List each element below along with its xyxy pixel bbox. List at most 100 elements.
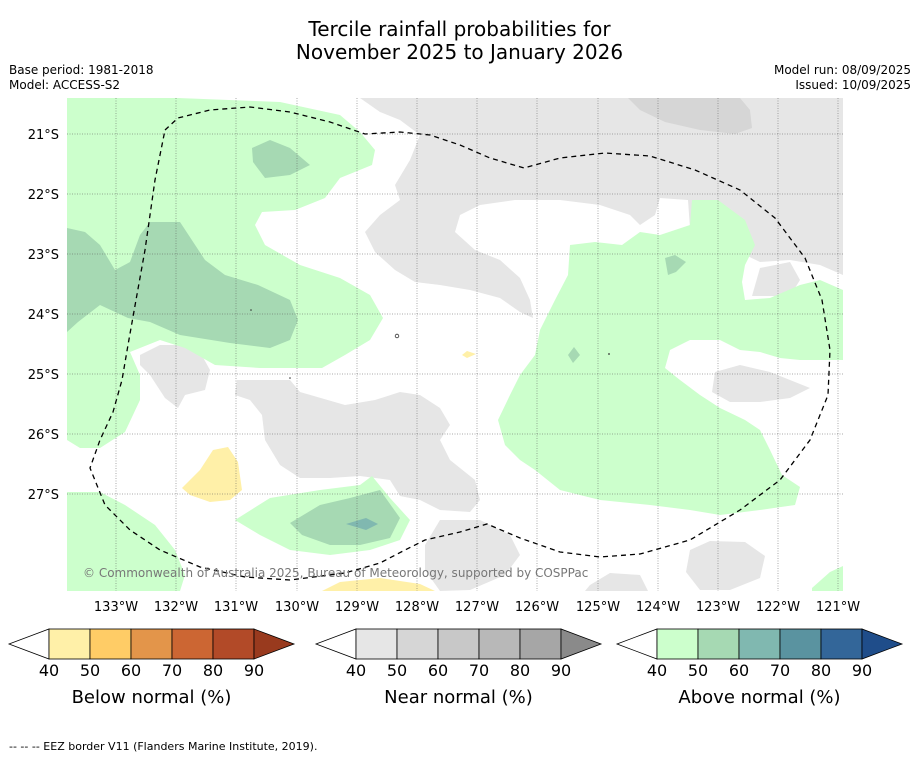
above-normal-region <box>568 347 580 363</box>
colorbar-segment <box>437 628 480 660</box>
latitude-labels: 21°S 22°S 23°S 24°S 25°S 26°S 27°S <box>28 128 59 503</box>
latitude-label: 25°S <box>28 368 59 383</box>
colorbar-tick-label: 70 <box>162 661 182 680</box>
colorbar-segment <box>478 628 521 660</box>
colorbar-tick-label: 80 <box>811 661 831 680</box>
contour-mark <box>289 377 291 379</box>
colorbars: 40 50 60 70 80 90 Below normal (%) 40 50 60 70 80 90… <box>7 628 904 708</box>
longitude-label: 124°W <box>636 600 680 615</box>
colorbar-segment <box>355 628 398 660</box>
colorbar: 40 50 60 70 80 90 Below normal (%) <box>7 628 296 708</box>
below-normal-region <box>182 447 242 502</box>
longitude-label: 130°W <box>275 600 319 615</box>
longitude-label: 129°W <box>335 600 379 615</box>
title-line-2: November 2025 to January 2026 <box>295 40 624 64</box>
colorbar-segment <box>171 628 214 660</box>
above-normal-region <box>252 140 310 178</box>
colorbar-label: Below normal (%) <box>72 687 232 708</box>
colorbar-segment <box>738 628 781 660</box>
near-normal-region <box>712 365 810 402</box>
longitude-label: 131°W <box>214 600 258 615</box>
base-period: Base period: 1981-2018 <box>9 63 154 77</box>
colorbar-segment <box>396 628 439 660</box>
issued-date: Issued: 10/09/2025 <box>795 78 911 92</box>
meta-right: Model run: 08/09/2025 Issued: 10/09/2025 <box>774 63 911 93</box>
longitude-label: 133°W <box>94 600 138 615</box>
colorbar-under-arrow <box>314 628 357 660</box>
colorbar-segment <box>48 628 91 660</box>
chart-title: Tercile rainfall probabilities for Novem… <box>0 18 919 64</box>
above-normal-region <box>290 490 400 545</box>
near-normal-region <box>140 345 210 408</box>
above-normal-region <box>812 566 843 591</box>
meta-left: Base period: 1981-2018 Model: ACCESS-S2 <box>9 63 154 93</box>
colorbar-tick-label: 50 <box>387 661 407 680</box>
longitude-label: 122°W <box>756 600 800 615</box>
title-line-1: Tercile rainfall probabilities for <box>308 17 611 41</box>
longitude-label: 127°W <box>455 600 499 615</box>
colorbar-tick-label: 60 <box>121 661 141 680</box>
above-normal-region <box>67 222 298 348</box>
near-normal-region <box>235 380 480 512</box>
below-normal-region <box>462 351 476 358</box>
colorbar-tick-label: 80 <box>510 661 530 680</box>
eez-footnote: -- -- -- EEZ border V11 (Flanders Marine… <box>9 740 318 753</box>
colorbar: 40 50 60 70 80 90 Above normal (%) <box>615 628 904 708</box>
gridlines <box>67 98 843 591</box>
latitude-label: 21°S <box>28 128 59 143</box>
colorbar-tick-label: 40 <box>39 661 59 680</box>
colorbar-label: Above normal (%) <box>678 687 840 708</box>
latitude-label: 26°S <box>28 428 59 443</box>
near-normal-region <box>686 541 765 590</box>
longitude-label: 121°W <box>816 600 860 615</box>
colorbar-label: Near normal (%) <box>384 687 533 708</box>
latitude-label: 22°S <box>28 188 59 203</box>
colorbar-tick-label: 40 <box>647 661 667 680</box>
longitude-label: 126°W <box>515 600 559 615</box>
contour-mark <box>250 309 252 311</box>
colorbar-tick-label: 70 <box>770 661 790 680</box>
above-normal-region <box>67 492 185 591</box>
longitude-label: 123°W <box>696 600 740 615</box>
colorbar-tick-label: 60 <box>729 661 749 680</box>
colorbar-segment <box>779 628 822 660</box>
contour-mark <box>394 333 400 339</box>
colorbar-segment <box>820 628 863 660</box>
colorbar-tick-label: 80 <box>203 661 223 680</box>
colorbar-segment <box>89 628 132 660</box>
latitude-label: 23°S <box>28 248 59 263</box>
near-normal-region <box>585 573 648 591</box>
near-normal-region <box>628 98 752 134</box>
model-run: Model run: 08/09/2025 <box>773 63 911 77</box>
colorbar-tick-label: 50 <box>80 661 100 680</box>
near-normal-region <box>425 520 520 591</box>
colorbar-segment <box>519 628 562 660</box>
longitude-label: 132°W <box>154 600 198 615</box>
colorbar-segment <box>212 628 255 660</box>
colorbar-over-arrow <box>560 628 603 660</box>
colorbar-tick-label: 40 <box>346 661 366 680</box>
copyright-text: © Commonwealth of Australia 2025, Bureau… <box>83 566 588 580</box>
contour-mark <box>608 353 610 355</box>
colorbar-tick-label: 90 <box>551 661 571 680</box>
above-normal-region <box>498 200 843 515</box>
near-normal-region <box>752 262 800 296</box>
colorbar: 40 50 60 70 80 90 Near normal (%) <box>314 628 603 708</box>
colorbar-tick-label: 90 <box>852 661 872 680</box>
colorbar-tick-label: 70 <box>469 661 489 680</box>
contour-layer <box>67 98 843 591</box>
colorbar-segment <box>656 628 699 660</box>
map-panel: © Commonwealth of Australia 2025, Bureau… <box>28 98 860 615</box>
latitude-label: 24°S <box>28 308 59 323</box>
below-normal-region <box>322 578 435 591</box>
above-normal-region <box>346 518 378 530</box>
colorbar-over-arrow <box>861 628 904 660</box>
longitude-label: 128°W <box>395 600 439 615</box>
colorbar-tick-label: 50 <box>688 661 708 680</box>
near-normal-region <box>360 98 843 318</box>
colorbar-segment <box>130 628 173 660</box>
map-figure: © Commonwealth of Australia 2025, Bureau… <box>7 98 904 708</box>
above-normal-region <box>67 98 383 448</box>
longitude-label: 125°W <box>576 600 620 615</box>
above-normal-region <box>665 255 686 275</box>
